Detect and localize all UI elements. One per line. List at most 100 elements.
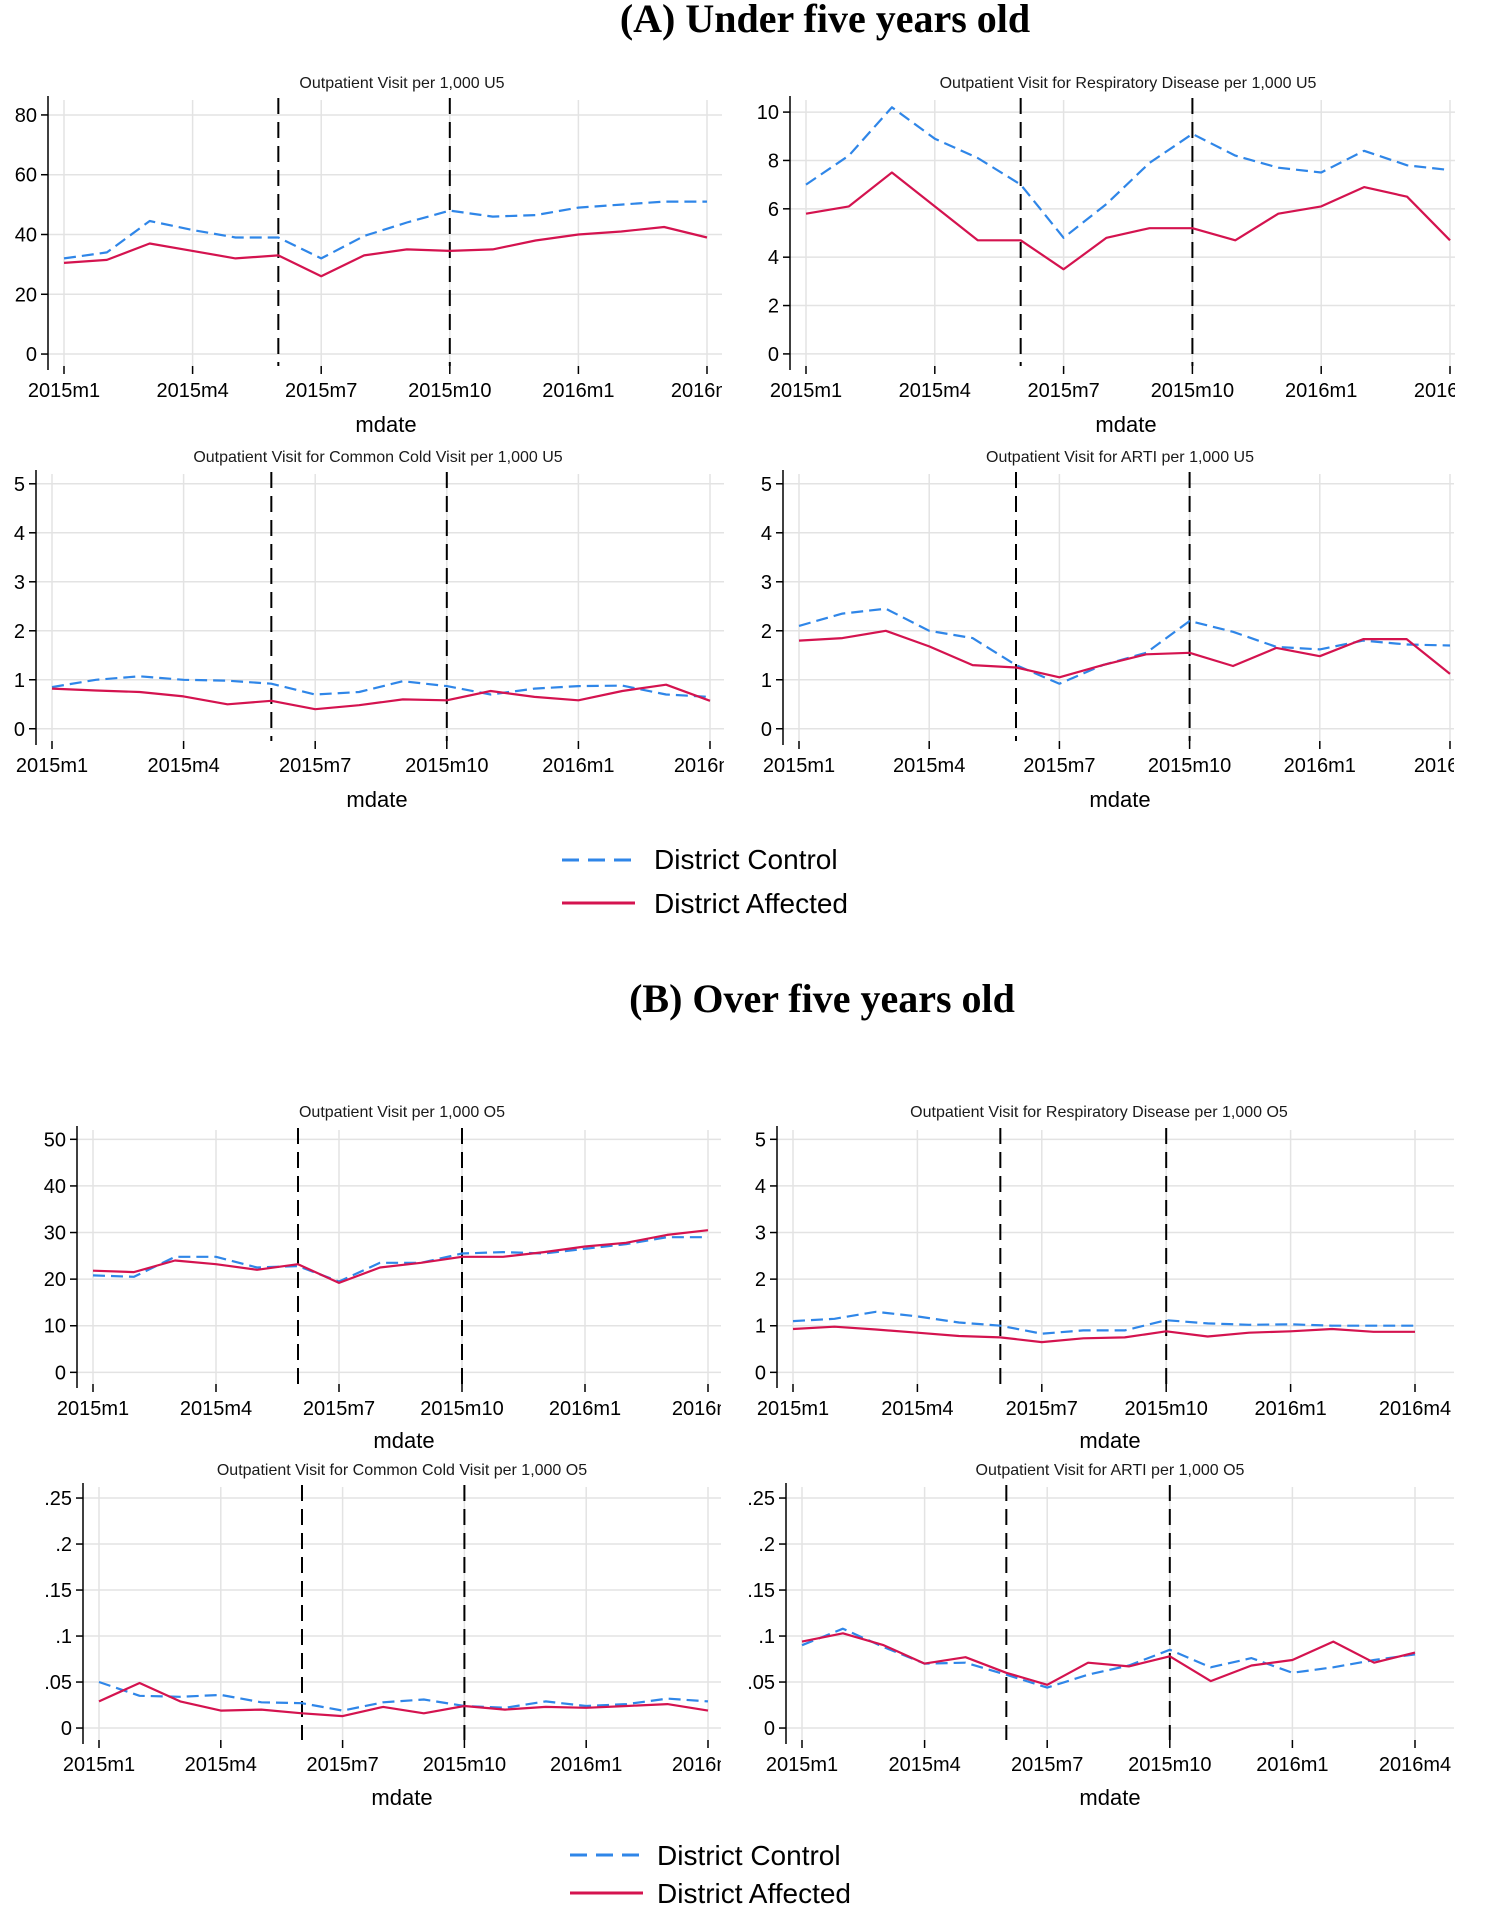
x-tick-label: 2015m7	[1023, 755, 1095, 777]
y-tick-label: 4	[761, 523, 772, 545]
y-tick-label: .05	[44, 1672, 72, 1694]
y-tick-label: 1	[761, 670, 772, 692]
y-tick-label: 8	[768, 150, 779, 172]
chart-o5-common-cold: Outpatient Visit for Common Cold Visit p…	[217, 1462, 587, 1810]
chart-title: Outpatient Visit for ARTI per 1,000 O5	[976, 1462, 1245, 1479]
x-tick-label: 2015m4	[156, 380, 228, 402]
x-axis	[63, 366, 708, 374]
chart-u5-outpatient: Outpatient Visit per 1,000 U5 mdate	[299, 75, 504, 437]
plot-o5-outpatient: 0 10 20 30 40 50 2015m1 2015m4 2015m7 2015m10 2016…	[44, 1126, 744, 1420]
chart-u5-respiratory: Outpatient Visit for Respiratory Disease…	[940, 75, 1317, 437]
y-tick-label: .15	[44, 1580, 72, 1602]
x-tick-label: 2015m10	[423, 1754, 506, 1776]
y-tick-label: 40	[15, 224, 37, 246]
y-tick-label: 2	[768, 296, 779, 318]
section-b-title: (B) Over five years old	[629, 976, 1015, 1021]
chart-title: Outpatient Visit for Respiratory Disease…	[940, 75, 1317, 92]
y-tick-label: 50	[44, 1129, 66, 1151]
plot-content	[48, 98, 722, 366]
y-tick-label: 0	[26, 344, 37, 366]
x-axis	[792, 1384, 1416, 1392]
x-axis-label: mdate	[371, 1785, 432, 1810]
x-tick-label: 2015m4	[147, 755, 219, 777]
legend-a: District Control District Affected	[562, 844, 848, 919]
y-tick-label: 3	[14, 572, 25, 594]
chart-title: Outpatient Visit for Common Cold Visit p…	[217, 1462, 587, 1479]
y-tick-label: 40	[44, 1176, 66, 1198]
chart-title: Outpatient Visit for Common Cold Visit p…	[193, 449, 562, 466]
x-tick-labels: 2015m1 2015m4 2015m7 2015m10 2016m1 2016m4	[57, 1398, 744, 1420]
x-tick-label: 2015m4	[881, 1398, 953, 1420]
y-tick-label: 5	[761, 474, 772, 496]
x-tick-label: 2015m1	[57, 1398, 129, 1420]
x-tick-label: 2015m1	[770, 380, 842, 402]
x-tick-label: 2015m10	[408, 380, 491, 402]
x-tick-label: 2015m1	[766, 1754, 838, 1776]
x-tick-label: 2015m4	[893, 755, 965, 777]
x-tick-label: 2016m4	[672, 1398, 744, 1420]
series-line-affected	[805, 171, 1451, 271]
x-tick-label: 2016m1	[550, 1754, 622, 1776]
y-tick-label: 2	[755, 1269, 766, 1291]
x-tick-label: 2015m7	[303, 1398, 375, 1420]
y-tick-label: 0	[14, 719, 25, 741]
x-tick-label: 2016m1	[549, 1398, 621, 1420]
chart-u5-arti: Outpatient Visit for ARTI per 1,000 U5 m…	[986, 449, 1254, 812]
x-tick-label: 2016m1	[1254, 1398, 1326, 1420]
legend-control-label: District Control	[654, 844, 838, 875]
x-tick-label: 2015m10	[1148, 755, 1231, 777]
x-axis-label: mdate	[1095, 412, 1156, 437]
y-tick-label: 1	[755, 1316, 766, 1338]
x-axis	[805, 366, 1451, 374]
x-tick-labels: 2015m1 2015m4 2015m7 2015m10 2016m1 2016m4	[763, 755, 1454, 777]
x-tick-labels: 2015m1 2015m4 2015m7 2015m10 2016m1 2016m4	[770, 380, 1455, 402]
series-line-control	[51, 675, 711, 698]
y-tick-label: 4	[14, 523, 25, 545]
chart-u5-common-cold: Outpatient Visit for Common Cold Visit p…	[193, 449, 562, 812]
x-tick-label: 2015m7	[1006, 1398, 1078, 1420]
y-tick-label: .15	[747, 1580, 775, 1602]
x-axis-label: mdate	[1089, 787, 1150, 812]
x-axis-label: mdate	[1079, 1428, 1140, 1453]
y-tick-label: .2	[55, 1534, 72, 1556]
series-line-affected	[792, 1325, 1415, 1344]
plot-content	[777, 1128, 1454, 1384]
series-line-affected	[798, 629, 1451, 679]
y-tick-label: 5	[755, 1129, 766, 1151]
x-tick-labels: 2015m1 2015m4 2015m7 2015m10 2016m1 2016m4	[16, 755, 724, 777]
plot-content	[790, 98, 1455, 366]
y-tick-label: .25	[747, 1488, 775, 1510]
x-tick-label: 2016m1	[542, 380, 614, 402]
chart-title: Outpatient Visit per 1,000 U5	[299, 75, 504, 92]
y-tick-label: 0	[761, 719, 772, 741]
x-tick-label: 2015m7	[279, 755, 351, 777]
x-tick-label: 2016m4	[1379, 1754, 1451, 1776]
x-tick-label: 2015m7	[1027, 380, 1099, 402]
x-tick-label: 2016m1	[1284, 755, 1356, 777]
y-tick-label: 80	[15, 105, 37, 127]
plot-content	[83, 1485, 721, 1740]
chart-title: Outpatient Visit for Respiratory Disease…	[910, 1104, 1288, 1121]
y-tick-label: 0	[755, 1362, 766, 1384]
x-tick-label: 2016m4	[1379, 1398, 1451, 1420]
y-tick-label: 0	[55, 1362, 66, 1384]
x-axis	[51, 741, 711, 749]
series-line-control	[98, 1680, 709, 1712]
y-tick-label: 6	[768, 199, 779, 221]
y-tick-label: 1	[14, 670, 25, 692]
section-a-title: (A) Under five years old	[620, 0, 1030, 41]
x-axis	[798, 741, 1451, 749]
legend-control-label: District Control	[657, 1840, 841, 1871]
x-tick-label: 2015m7	[1011, 1754, 1083, 1776]
y-tick-label: 2	[14, 621, 25, 643]
y-tick-label: 5	[14, 474, 25, 496]
x-tick-label: 2015m1	[757, 1398, 829, 1420]
y-tick-label: 10	[44, 1316, 66, 1338]
x-tick-label: 2015m4	[899, 380, 971, 402]
y-tick-label: 2	[761, 621, 772, 643]
